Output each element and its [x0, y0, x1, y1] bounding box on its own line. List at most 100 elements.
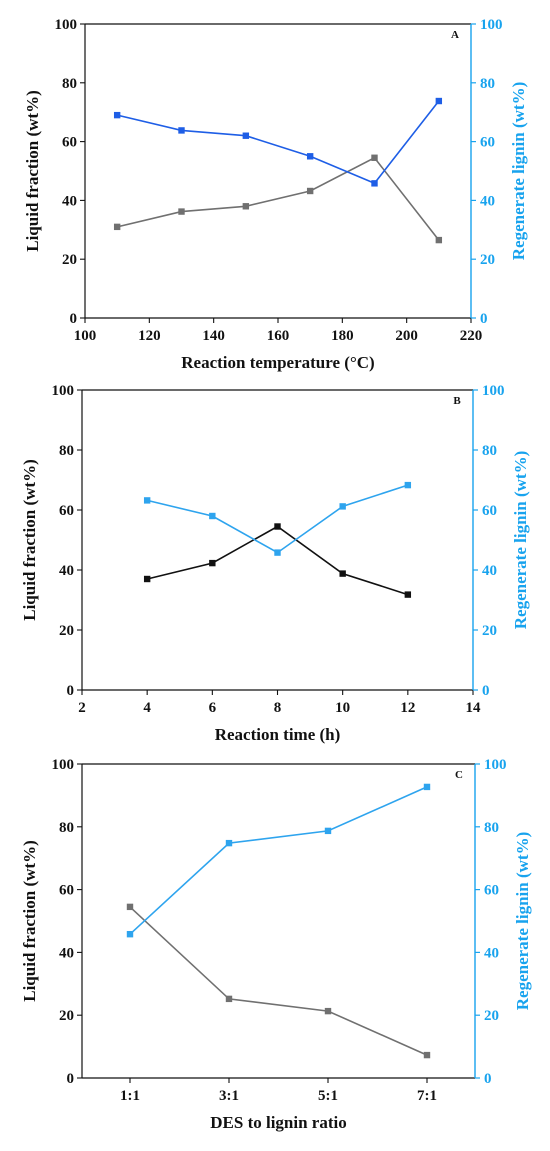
y2-tick-label: 80	[482, 443, 497, 459]
regenerate-lignin-point	[113, 111, 121, 119]
y2-tick-label: 40	[480, 193, 495, 209]
y2-tick-label: 80	[480, 76, 495, 92]
liquid-fraction-point	[143, 575, 151, 583]
regenerate-lignin-point	[306, 153, 314, 160]
regenerate-lignin-point	[404, 481, 412, 489]
regenerate-lignin-point	[423, 783, 431, 791]
x-tick-label: 120	[138, 328, 161, 344]
regenerate-lignin-point	[242, 132, 250, 139]
regenerate-lignin-line	[117, 100, 440, 185]
y-tick-label: 100	[52, 383, 75, 399]
y2-tick-label: 60	[482, 503, 497, 519]
liquid-fraction-point	[324, 1007, 332, 1015]
regenerate-lignin-point	[126, 930, 134, 938]
y2-tick-label: 100	[482, 383, 505, 399]
liquid-fraction-point	[209, 559, 216, 567]
chart-panel-b: 2 4 6 8 10 12 14020406080100020406080100Reacti…	[20, 383, 530, 744]
x-tick-label: 200	[395, 328, 418, 344]
regenerate-lignin-point	[143, 497, 151, 504]
regenerate-lignin-point	[225, 839, 233, 847]
x-tick-label: 5:1	[318, 1088, 338, 1104]
regenerate-lignin-point	[371, 180, 378, 187]
chart-panel-a: 100 120 140 160 180 200 2200204060801000204060…	[23, 17, 528, 372]
liquid-fraction-line	[117, 156, 440, 241]
liquid-fraction-point	[113, 223, 121, 231]
x-tick-label: 4	[143, 700, 151, 716]
x-tick-label: 8	[274, 700, 282, 716]
x-tick-label: 3:1	[219, 1088, 239, 1104]
y-tick-label: 40	[59, 945, 74, 961]
y-tick-label: 20	[59, 623, 74, 639]
x-tick-label: 7:1	[417, 1088, 437, 1104]
liquid-fraction-point	[126, 903, 134, 911]
y-tick-label: 60	[59, 883, 74, 899]
y-tick-label: 20	[59, 1008, 74, 1024]
chart-panel-c: 1:1 3:1 5:1 7:1 0 20 40 60 80 100 0 20 40 60 80 100 DES …	[20, 757, 532, 1132]
y-tick-label: 80	[59, 820, 74, 836]
x-axis-title: DES to lignin ratio	[210, 1113, 347, 1132]
panel-letter: B	[453, 395, 461, 407]
y2-tick-label: 40	[484, 945, 499, 961]
y-tick-label: 100	[55, 17, 78, 33]
y2-tick-label: 100	[484, 757, 507, 773]
y-tick-label: 100	[52, 757, 75, 773]
y-axis-title: Liquid fraction (wt%)	[20, 459, 39, 621]
x-tick-label: 6	[209, 700, 217, 716]
x-axis-title: Reaction time (h)	[215, 725, 341, 744]
liquid-fraction-point	[435, 236, 443, 244]
y2-axis-title: Regenerate lignin (wt%)	[509, 82, 528, 260]
y2-tick-label: 20	[480, 252, 495, 268]
y-tick-label: 60	[62, 135, 77, 151]
liquid-fraction-line	[147, 525, 409, 596]
x-axis-title: Reaction temperature (°C)	[181, 353, 374, 372]
y-tick-label: 0	[70, 311, 78, 327]
regenerate-lignin-point	[435, 97, 443, 105]
regenerate-lignin-point	[178, 127, 185, 134]
panel-letter: C	[455, 769, 463, 781]
regenerate-lignin-point	[274, 549, 281, 556]
y2-tick-label: 60	[484, 883, 499, 899]
regenerate-lignin-point	[209, 512, 216, 520]
regenerate-lignin-line	[147, 484, 409, 554]
y2-axis-title: Regenerate lignin (wt%)	[513, 832, 532, 1010]
liquid-fraction-line	[129, 906, 428, 1056]
liquid-fraction-point	[306, 187, 314, 195]
y2-tick-label: 80	[484, 820, 499, 836]
y2-tick-label: 40	[482, 563, 497, 579]
x-tick-label: 2	[78, 700, 86, 716]
x-tick-label: 220	[460, 328, 483, 344]
liquid-fraction-point	[339, 570, 346, 577]
y2-tick-label: 0	[480, 311, 488, 327]
y-tick-label: 0	[67, 1071, 75, 1087]
y-axis-title: Liquid fraction (wt%)	[20, 840, 39, 1002]
y-tick-label: 80	[59, 443, 74, 459]
regenerate-lignin-point	[339, 503, 346, 510]
y2-tick-label: 20	[484, 1008, 499, 1024]
regenerate-lignin-line	[129, 786, 428, 935]
panel-letter: A	[451, 29, 459, 41]
liquid-fraction-point	[423, 1051, 431, 1059]
y-tick-label: 60	[59, 503, 74, 519]
y-tick-label: 0	[67, 683, 75, 699]
x-tick-label: 160	[267, 328, 290, 344]
y-tick-label: 20	[62, 252, 77, 268]
regenerate-lignin-point	[324, 827, 332, 835]
liquid-fraction-point	[178, 208, 185, 215]
y2-tick-label: 0	[484, 1071, 492, 1087]
x-tick-label: 10	[335, 700, 350, 716]
y2-tick-label: 100	[480, 17, 503, 33]
liquid-fraction-point	[242, 203, 250, 210]
y-tick-label: 40	[62, 193, 77, 209]
liquid-fraction-point	[274, 523, 281, 530]
liquid-fraction-point	[225, 995, 233, 1003]
y2-tick-label: 60	[480, 135, 495, 151]
x-tick-label: 14	[466, 700, 482, 716]
y-axis-title: Liquid fraction (wt%)	[23, 90, 42, 252]
y2-tick-label: 0	[482, 683, 490, 699]
liquid-fraction-point	[404, 591, 412, 598]
x-tick-label: 100	[74, 328, 97, 344]
y2-axis-title: Regenerate lignin (wt%)	[511, 451, 530, 629]
liquid-fraction-point	[371, 154, 378, 161]
